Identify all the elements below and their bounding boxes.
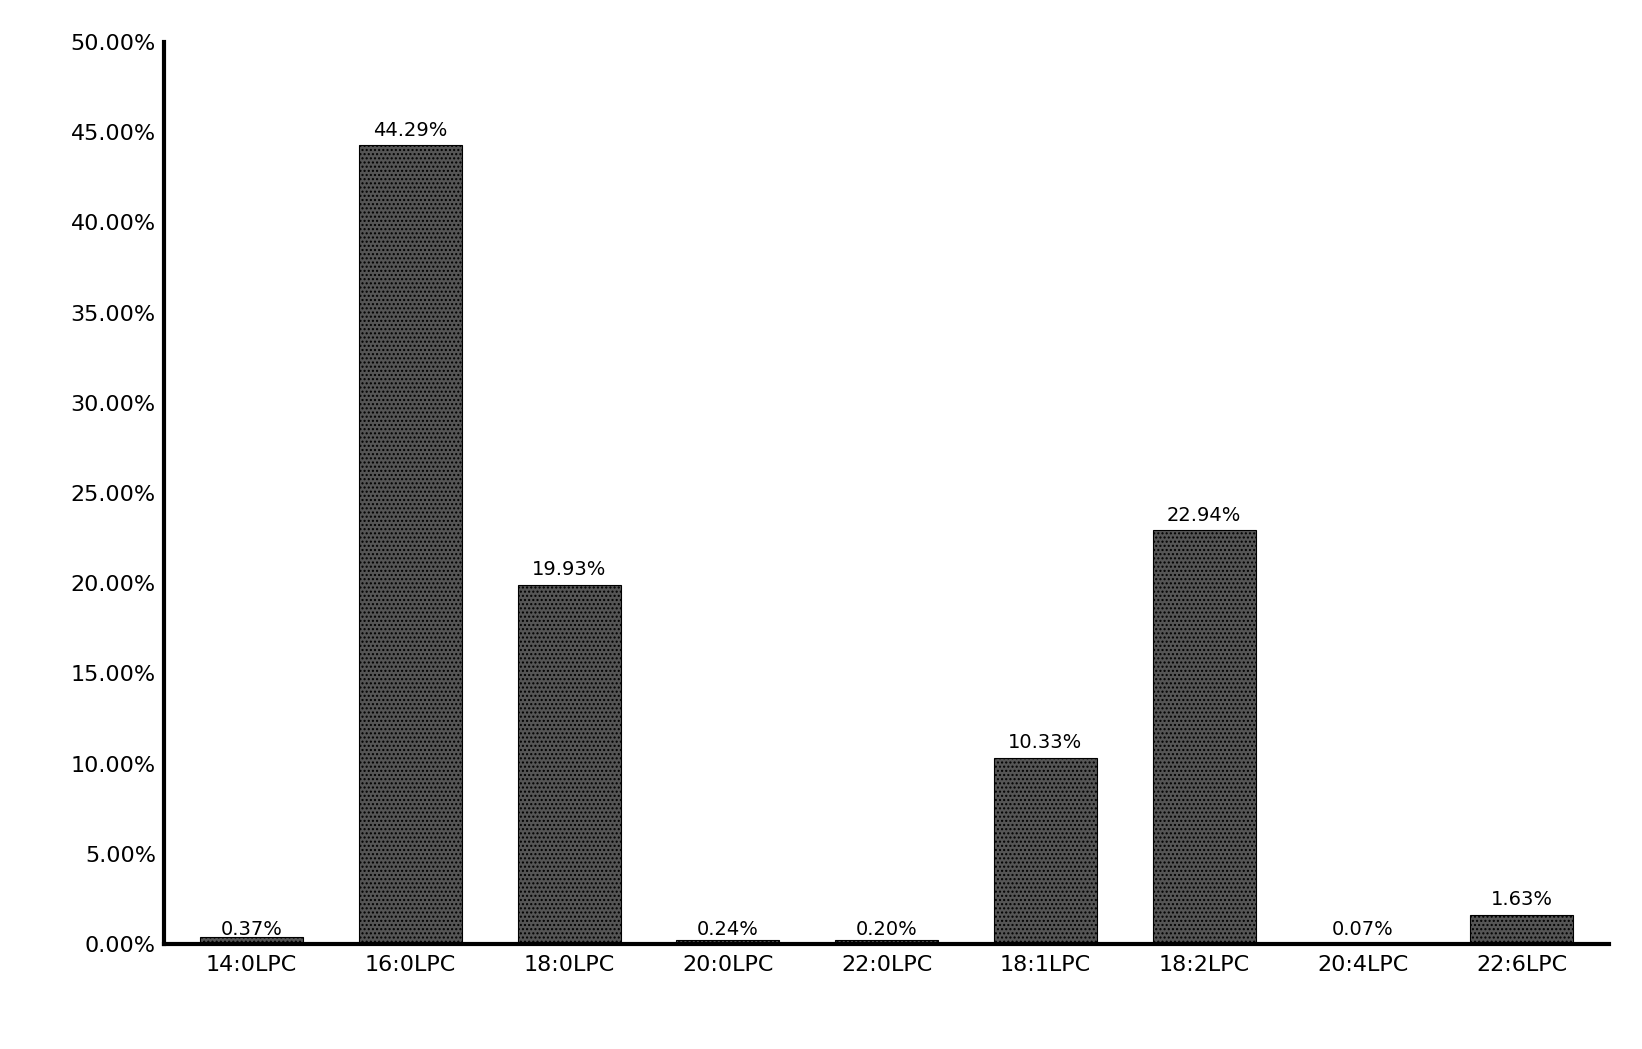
Bar	[358, 145, 461, 944]
Text: 1.63%: 1.63%	[1491, 891, 1553, 909]
Bar	[1153, 530, 1256, 944]
Text: 0.07%: 0.07%	[1332, 920, 1394, 939]
Bar	[993, 757, 1097, 944]
Bar	[677, 940, 780, 944]
Text: 22.94%: 22.94%	[1167, 506, 1241, 524]
Text: 19.93%: 19.93%	[532, 560, 606, 579]
Text: 44.29%: 44.29%	[373, 121, 448, 140]
Bar	[1470, 915, 1573, 944]
Text: 0.37%: 0.37%	[220, 920, 282, 939]
Text: 0.20%: 0.20%	[855, 920, 918, 939]
Text: 0.24%: 0.24%	[696, 920, 759, 939]
Bar	[517, 584, 621, 944]
Text: 10.33%: 10.33%	[1008, 733, 1082, 752]
Bar	[200, 938, 304, 944]
Bar	[1312, 943, 1415, 944]
Bar	[836, 941, 938, 944]
